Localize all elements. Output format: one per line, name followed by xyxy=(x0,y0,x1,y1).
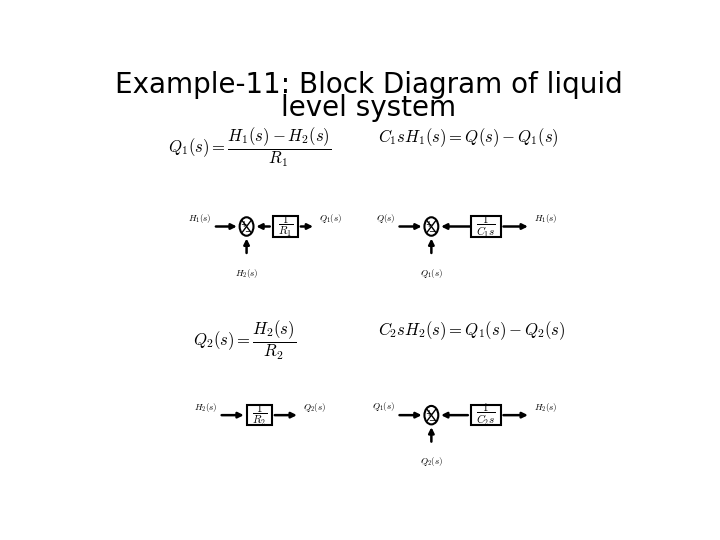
Text: $C_2sH_2(s) = Q_1(s) - Q_2(s)$: $C_2sH_2(s) = Q_1(s) - Q_2(s)$ xyxy=(378,319,565,342)
Text: −: − xyxy=(244,227,251,237)
Text: $H_2(s)$: $H_2(s)$ xyxy=(534,401,558,414)
Text: $H_1(s)$: $H_1(s)$ xyxy=(189,212,212,225)
Text: $\dfrac{1}{R_1}$: $\dfrac{1}{R_1}$ xyxy=(278,214,293,239)
Text: level system: level system xyxy=(282,94,456,122)
Text: −: − xyxy=(428,227,436,237)
Text: $Q_2(s) = \dfrac{H_2(s)}{R_2}$: $Q_2(s) = \dfrac{H_2(s)}{R_2}$ xyxy=(193,319,296,362)
Text: Example-11: Block Diagram of liquid: Example-11: Block Diagram of liquid xyxy=(115,71,623,99)
Bar xyxy=(471,217,500,237)
Text: $\dfrac{1}{R_2}$: $\dfrac{1}{R_2}$ xyxy=(252,402,267,428)
Text: $H_1(s)$: $H_1(s)$ xyxy=(534,212,558,225)
Text: $Q_1(s)$: $Q_1(s)$ xyxy=(372,400,395,413)
Text: $H_2(s)$: $H_2(s)$ xyxy=(235,267,258,280)
Text: $C_1sH_1(s) = Q(s) - Q_1(s)$: $C_1sH_1(s) = Q(s) - Q_1(s)$ xyxy=(378,126,559,149)
Text: +: + xyxy=(425,409,431,418)
Text: $Q(s)$: $Q(s)$ xyxy=(376,212,395,225)
Text: +: + xyxy=(240,220,247,229)
Text: +: + xyxy=(425,220,431,229)
Text: $Q_1(s)$: $Q_1(s)$ xyxy=(320,212,343,225)
Text: $\dfrac{1}{C_1 s}$: $\dfrac{1}{C_1 s}$ xyxy=(476,213,495,240)
Text: $Q_2(s)$: $Q_2(s)$ xyxy=(303,401,326,414)
Text: $Q_1(s) = \dfrac{H_1(s) - H_2(s)}{R_1}$: $Q_1(s) = \dfrac{H_1(s) - H_2(s)}{R_1}$ xyxy=(168,126,331,170)
Bar xyxy=(471,405,500,425)
Text: $\dfrac{1}{C_2 s}$: $\dfrac{1}{C_2 s}$ xyxy=(476,402,495,428)
Bar xyxy=(246,405,272,425)
Text: −: − xyxy=(428,416,436,425)
Text: $Q_1(s)$: $Q_1(s)$ xyxy=(420,267,443,280)
Bar xyxy=(273,217,298,237)
Text: $H_2(s)$: $H_2(s)$ xyxy=(194,401,217,414)
Text: $Q_2(s)$: $Q_2(s)$ xyxy=(420,455,443,468)
